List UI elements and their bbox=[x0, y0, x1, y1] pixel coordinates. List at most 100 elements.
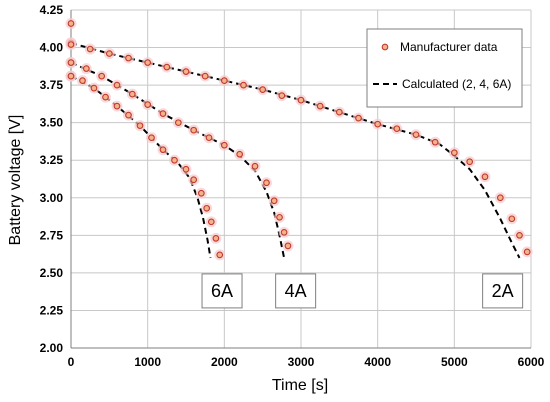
data-point-4A bbox=[282, 240, 294, 252]
data-point-2A bbox=[521, 246, 533, 258]
marker bbox=[105, 50, 113, 57]
y-tick-label: 2.00 bbox=[40, 341, 64, 355]
y-tick-label: 3.50 bbox=[40, 116, 64, 130]
marker bbox=[276, 213, 283, 221]
y-tick-label: 4.25 bbox=[40, 3, 64, 17]
data-point-6A bbox=[205, 216, 217, 228]
marker bbox=[148, 134, 155, 142]
marker bbox=[236, 150, 244, 158]
marker bbox=[355, 114, 362, 122]
marker bbox=[190, 126, 198, 134]
marker bbox=[125, 111, 132, 119]
data-point-2A bbox=[180, 66, 192, 78]
data-point-4A bbox=[274, 211, 286, 223]
data-point-2A bbox=[391, 123, 403, 135]
marker bbox=[159, 110, 167, 118]
marker bbox=[144, 101, 152, 108]
data-point-6A bbox=[157, 144, 169, 156]
marker bbox=[79, 77, 86, 84]
data-point-4A bbox=[126, 88, 138, 100]
marker bbox=[98, 72, 106, 80]
data-point-6A bbox=[146, 132, 157, 144]
legend: Manufacturer data Calculated (2, 4, 6A) bbox=[366, 28, 523, 108]
data-point-2A bbox=[142, 57, 154, 69]
data-point-6A bbox=[180, 163, 192, 175]
data-point-4A bbox=[111, 79, 123, 91]
data-point-2A bbox=[161, 61, 173, 73]
x-tick-label: 2000 bbox=[211, 355, 238, 369]
marker bbox=[251, 162, 259, 170]
data-point-2A bbox=[103, 48, 115, 60]
data-point-2A bbox=[448, 147, 460, 159]
data-point-2A bbox=[410, 129, 422, 141]
marker bbox=[82, 65, 90, 72]
annotation-label: 6A bbox=[211, 281, 233, 301]
start-point bbox=[65, 39, 77, 51]
annotation-4A: 4A bbox=[275, 273, 317, 309]
annotation-box bbox=[482, 273, 524, 309]
y-tick-label: 3.00 bbox=[40, 191, 64, 205]
data-point-4A bbox=[96, 70, 108, 82]
marker bbox=[240, 81, 247, 89]
data-point-2A bbox=[276, 90, 288, 102]
x-tick-label: 0 bbox=[68, 355, 75, 369]
annotation-2A: 2A bbox=[482, 273, 524, 309]
marker bbox=[516, 231, 523, 239]
legend-entry-calculated: Calculated (2, 4, 6A) bbox=[373, 77, 511, 91]
data-point-6A bbox=[77, 75, 88, 87]
data-point-6A bbox=[169, 154, 180, 166]
marker bbox=[113, 81, 121, 89]
marker bbox=[335, 108, 343, 116]
data-point-2A bbox=[218, 75, 230, 87]
data-point-4A bbox=[142, 99, 154, 111]
data-point-2A bbox=[295, 94, 307, 106]
marker bbox=[412, 131, 420, 139]
data-point-4A bbox=[203, 132, 215, 144]
data-point-2A bbox=[123, 52, 134, 64]
data-point-4A bbox=[80, 63, 92, 75]
marker bbox=[113, 102, 121, 110]
marker bbox=[212, 234, 220, 242]
marker bbox=[466, 158, 474, 166]
data-point-2A bbox=[372, 118, 384, 130]
data-point-6A bbox=[188, 174, 200, 186]
tick-labels: 0 1000 2000 3000 4000 5000 6000 2.00 2.25 2.50 2.7… bbox=[40, 3, 545, 369]
x-tick-label: 1000 bbox=[134, 355, 161, 369]
marker bbox=[508, 215, 516, 223]
marker bbox=[136, 122, 144, 130]
marker bbox=[128, 90, 136, 98]
marker bbox=[316, 102, 324, 110]
data-point-4A bbox=[278, 226, 290, 238]
data-point-4A bbox=[172, 117, 184, 129]
marker bbox=[523, 248, 531, 256]
data-point-6A bbox=[123, 109, 134, 121]
marker bbox=[190, 176, 198, 184]
legend-label: Calculated (2, 4, 6A) bbox=[402, 77, 511, 91]
marker bbox=[125, 54, 132, 62]
marker bbox=[205, 134, 213, 142]
data-point-2A bbox=[353, 112, 364, 124]
x-tick-label: 5000 bbox=[441, 355, 468, 369]
legend-marker bbox=[381, 43, 389, 51]
data-point-2A bbox=[84, 43, 96, 55]
data-point-2A bbox=[479, 171, 491, 183]
marker bbox=[86, 45, 94, 53]
legend-entry-manufacturer: Manufacturer data bbox=[381, 40, 498, 54]
data-point-6A bbox=[214, 249, 226, 261]
marker bbox=[431, 138, 439, 146]
y-tick-label: 2.25 bbox=[40, 303, 64, 317]
marker bbox=[102, 93, 109, 101]
marker bbox=[171, 156, 178, 164]
data-point-4A bbox=[157, 108, 169, 120]
data-point-6A bbox=[111, 100, 123, 112]
marker bbox=[496, 194, 504, 202]
marker bbox=[280, 228, 288, 236]
data-point-2A bbox=[257, 84, 269, 96]
data-point-6A bbox=[195, 187, 207, 199]
y-tick-label: 3.75 bbox=[40, 78, 64, 92]
legend-label: Manufacturer data bbox=[400, 40, 498, 54]
marker bbox=[297, 96, 305, 104]
marker bbox=[263, 179, 270, 187]
marker bbox=[203, 204, 211, 212]
